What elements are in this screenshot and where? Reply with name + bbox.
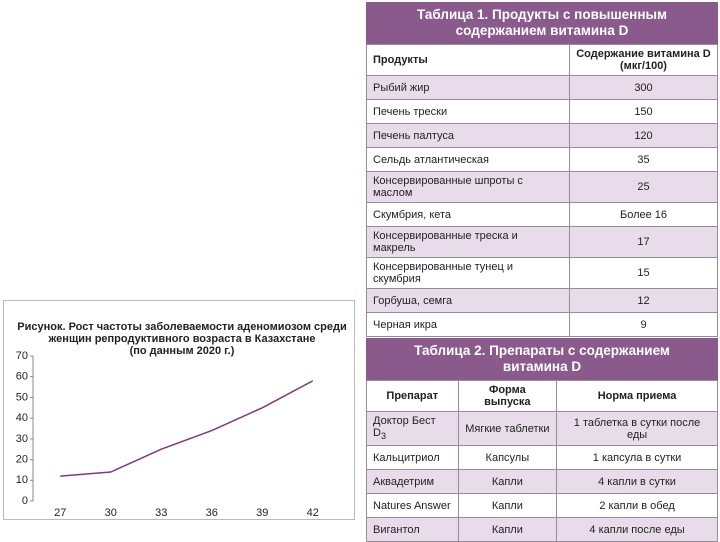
cell: Аквадетрим [366,469,459,495]
cell: Мягкие таблетки [457,410,558,447]
table-row: Доктор Бест D3 Мягкие таблетки 1 таблетка … [366,410,718,447]
cell: 35 [569,147,718,172]
cell: 15 [569,257,718,289]
header-row: Препарат Форма выпуска Норма приема [366,380,718,412]
cell: Капли [457,469,558,495]
cell: 300 [569,75,718,100]
table-row: Горбуша, семга 12 [366,288,718,313]
y-tick-label: 20 [16,453,28,465]
header-cell: Продукты [366,44,570,76]
table-row: Черная икра 9 [366,312,718,337]
table-row: Консервированные шпроты с маслом 25 [366,171,718,203]
table-row: Кальцитриол Капсулы 1 капсула в сутки [366,445,718,471]
x-tick-label: 42 [307,507,319,519]
header-cell: Препарат [366,380,459,412]
cell: Консервированные шпроты с маслом [366,171,570,203]
cell-text: Доктор Бест D [373,415,436,439]
cell: Natures Answer [366,493,459,519]
y-tick-label: 10 [16,474,28,486]
cell: Горбуша, семга [366,288,570,313]
cell: Консервированные треска и макрель [366,226,570,258]
cell-subscript: 3 [380,431,387,442]
cell: Капли [457,493,558,519]
y-tick-label: 60 [16,371,28,383]
y-tick-label: 30 [16,433,28,445]
figure: Рисунок. Рост частоты заболеваемости аде… [3,300,355,520]
x-tick-label: 33 [155,507,167,519]
cell: Сельдь атлантическая [366,147,570,172]
cell: 120 [569,123,718,148]
chart-title: Рисунок. Рост частоты заболеваемости аде… [17,321,346,333]
cell: 1 таблетка в сутки после еды [556,410,718,447]
cell: Скумбрия, кета [366,202,570,227]
table: Таблица 1. Продукты с повышенным содержа… [366,2,718,337]
cell: 2 капли в обед [556,493,718,519]
table-title: Таблица 2. Препараты с содержанием витам… [366,338,718,380]
cell: Капсулы [457,445,558,471]
header-row: Продукты Содержание витамина D (мкг/100) [366,44,718,76]
cell: 17 [569,226,718,258]
cell: 9 [569,312,718,337]
cell: 12 [569,288,718,313]
cell: Консервированные тунец и скумбрия [366,257,570,289]
cell: 4 капли в сутки [556,469,718,495]
chart-title: (по данным 2020 г.) [130,345,235,357]
table-row: Аквадетрим Капли 4 капли в сутки [366,469,718,495]
cell: Вигантол [366,517,459,542]
header-cell: Норма приема [556,380,718,412]
table-row: Консервированные треска и макрель 17 [366,226,718,258]
table-row: Вигантол Капли 4 капли после еды [366,517,718,542]
x-tick-label: 30 [105,507,117,519]
cell: Кальцитриол [366,445,459,471]
cell: 150 [569,99,718,124]
page: Рисунок. Рост частоты заболеваемости аде… [3,2,718,542]
cell: Доктор Бест D3 [366,410,459,447]
table-row: Консервированные тунец и скумбрия 15 [366,257,718,289]
cell: Капли [457,517,558,542]
x-tick-label: 39 [256,507,268,519]
cell: Более 16 [569,202,718,227]
table-row: Печень трески 150 [366,99,718,124]
table-row: Печень палтуса 120 [366,123,718,148]
header-cell: Форма выпуска [457,380,558,412]
y-tick-label: 50 [16,391,28,403]
table-row: Скумбрия, кета Более 16 [366,202,718,227]
table-row: Сельдь атлантическая 35 [366,147,718,172]
cell: Рыбий жир [366,75,570,100]
cell: 4 капли после еды [556,517,718,542]
chart-title: женщин репродуктивного возраста в Казахс… [48,333,316,345]
cell: Печень палтуса [366,123,570,148]
cell: 25 [569,171,718,203]
table-row: Natures Answer Капли 2 капли в обед [366,493,718,519]
data-line [60,380,314,477]
y-tick-label: 40 [16,412,28,424]
header-cell: Содержание витамина D (мкг/100) [569,44,718,76]
y-tick-label: 70 [16,350,28,362]
table-title: Таблица 1. Продукты с повышенным содержа… [366,2,718,44]
x-tick-label: 36 [206,507,218,519]
table: Таблица 2. Препараты с содержанием витам… [366,338,718,542]
cell: Печень трески [366,99,570,124]
y-tick-label: 0 [22,495,28,507]
table-row: Рыбий жир 300 [366,75,718,100]
x-tick-label: 27 [54,507,66,519]
chart: Рисунок. Рост частоты заболеваемости аде… [16,321,347,519]
cell: Черная икра [366,312,570,337]
cell: 1 капсула в сутки [556,445,718,471]
